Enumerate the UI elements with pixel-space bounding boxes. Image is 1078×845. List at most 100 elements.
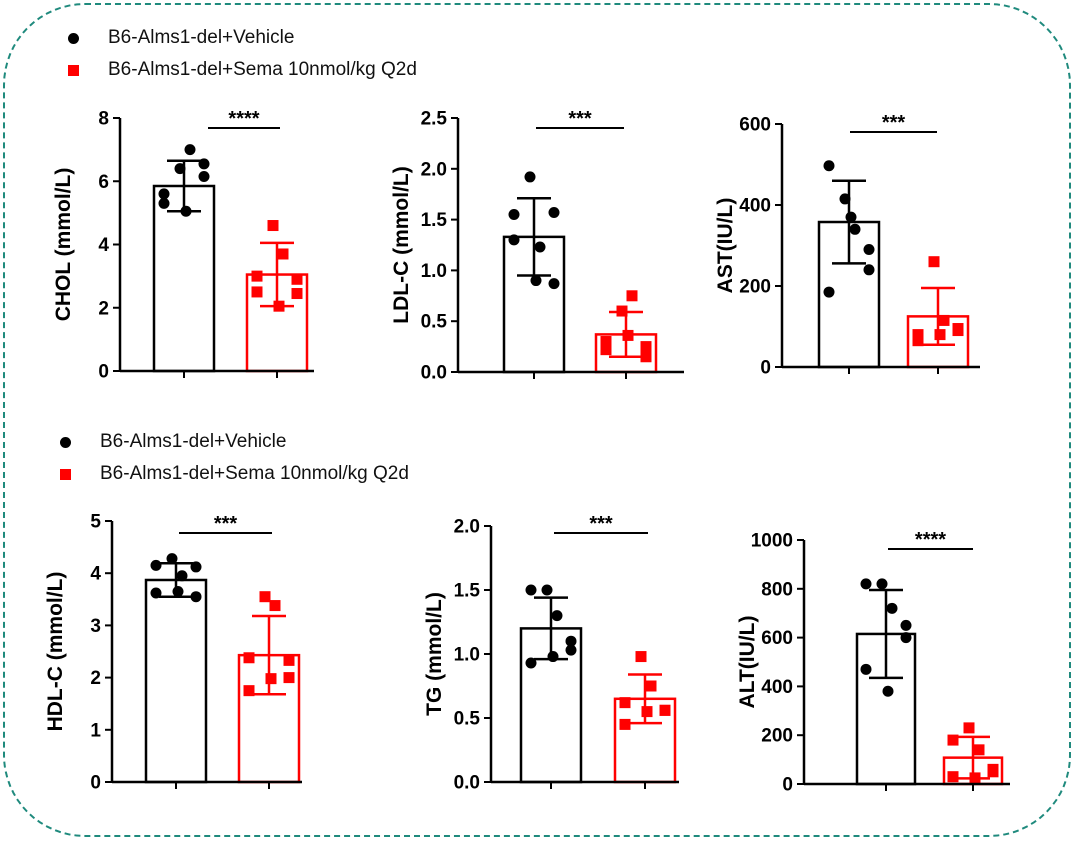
data-point: [912, 329, 924, 341]
data-point: [524, 171, 536, 183]
y-tick-label: 1.0: [454, 645, 480, 666]
legend-label-vehicle: B6-Alms1-del+Vehicle: [108, 27, 295, 48]
data-point: [158, 197, 170, 209]
y-tick-label: 0.0: [454, 773, 480, 794]
y-tick-label: 400: [739, 196, 771, 217]
legend-bottom: B6-Alms1-del+Vehicle B6-Alms1-del+Sema 1…: [58, 426, 409, 490]
significance-label: ****: [915, 529, 946, 551]
data-point: [845, 211, 857, 223]
data-point: [541, 584, 553, 596]
data-point: [198, 171, 210, 183]
data-point: [565, 644, 577, 656]
data-point: [530, 275, 542, 287]
data-point: [243, 685, 255, 697]
significance-label: ***: [589, 513, 613, 535]
data-point: [947, 734, 959, 746]
data-point: [938, 314, 950, 326]
dashed-frame: [3, 3, 1071, 837]
y-tick-label: 3: [90, 616, 101, 637]
y-tick-label: 1: [90, 720, 101, 741]
significance-label: ***: [568, 108, 592, 130]
legend-square-marker: [68, 64, 79, 76]
data-point: [548, 278, 560, 290]
legend-label-vehicle: B6-Alms1-del+Vehicle: [100, 431, 287, 452]
data-point: [900, 632, 912, 644]
legend-label-sema: B6-Alms1-del+Sema 10nmol/kg Q2d: [100, 463, 409, 484]
data-point: [267, 220, 279, 232]
data-point: [616, 305, 628, 317]
data-point: [269, 600, 281, 612]
data-point: [863, 264, 875, 276]
data-point: [508, 209, 520, 221]
y-tick-label: 0: [90, 773, 101, 794]
data-point: [619, 697, 631, 709]
plot-area: [502, 171, 658, 374]
data-point: [251, 270, 263, 282]
data-point: [283, 654, 295, 666]
data-point: [551, 610, 563, 622]
data-point: [172, 585, 184, 597]
y-tick-label: 600: [739, 115, 771, 136]
data-point: [180, 205, 192, 217]
y-tick-label: 0.0: [421, 363, 447, 384]
legend-circle-marker: [68, 32, 79, 44]
significance-label: ***: [214, 513, 238, 535]
y-tick-label: 2.0: [454, 517, 480, 538]
y-axis-title: LDL-C (mmol/L): [390, 166, 413, 323]
data-point: [952, 323, 964, 335]
data-point: [190, 561, 202, 573]
y-tick-label: 800: [761, 579, 793, 600]
y-axis-title: CHOL (mmol/L): [52, 168, 75, 322]
plot-area: [855, 578, 1004, 786]
data-point: [928, 256, 940, 268]
data-point: [283, 672, 295, 684]
data-point: [934, 329, 946, 341]
data-point: [174, 163, 186, 175]
data-point: [969, 772, 981, 784]
y-tick-label: 5: [90, 512, 101, 533]
legend-label-sema: B6-Alms1-del+Sema 10nmol/kg Q2d: [108, 59, 417, 80]
plot-area: [152, 144, 309, 373]
data-point: [987, 766, 999, 778]
y-tick-label: 4: [90, 564, 101, 585]
y-tick-label: 8: [98, 109, 109, 130]
data-point: [912, 335, 924, 347]
data-point: [659, 704, 671, 716]
y-tick-label: 0: [760, 358, 771, 379]
data-point: [150, 559, 162, 571]
data-point: [158, 188, 170, 200]
data-point: [849, 223, 861, 235]
y-tick-label: 1000: [751, 531, 793, 552]
data-point: [265, 673, 277, 685]
data-point: [291, 273, 303, 285]
y-axis-title: HDL-C (mmol/L): [44, 572, 67, 732]
y-tick-label: 4: [98, 235, 109, 256]
data-point: [277, 248, 289, 260]
data-point: [166, 553, 178, 565]
data-point: [963, 722, 975, 734]
data-point: [882, 685, 894, 697]
y-tick-label: 0.5: [421, 312, 448, 333]
data-point: [626, 290, 638, 302]
data-point: [640, 341, 652, 353]
data-point: [947, 771, 959, 783]
y-tick-label: 2: [98, 298, 109, 319]
y-tick-label: 2: [90, 668, 101, 689]
data-point: [508, 234, 520, 246]
data-point: [860, 578, 872, 590]
y-tick-label: 2.0: [421, 159, 447, 180]
data-point: [900, 619, 912, 631]
data-point: [619, 718, 631, 730]
legend-item-vehicle: B6-Alms1-del+Vehicle: [58, 426, 409, 458]
y-tick-label: 600: [761, 628, 793, 649]
legend-square-marker: [60, 468, 71, 480]
y-tick-label: 200: [739, 277, 771, 298]
chart-alt: 0 200 400 600 800 1000 ALT(IU/L) ****: [736, 529, 1010, 796]
chart-hdl-c: 0 1 2 3 4 5 HDL-C (mmol/L) ***: [44, 512, 302, 794]
data-point: [973, 744, 985, 756]
y-axis-title: AST(IU/L): [714, 198, 737, 294]
data-point: [184, 144, 196, 156]
data-point: [641, 706, 653, 718]
data-point: [150, 587, 162, 599]
plot-area: [519, 584, 677, 784]
